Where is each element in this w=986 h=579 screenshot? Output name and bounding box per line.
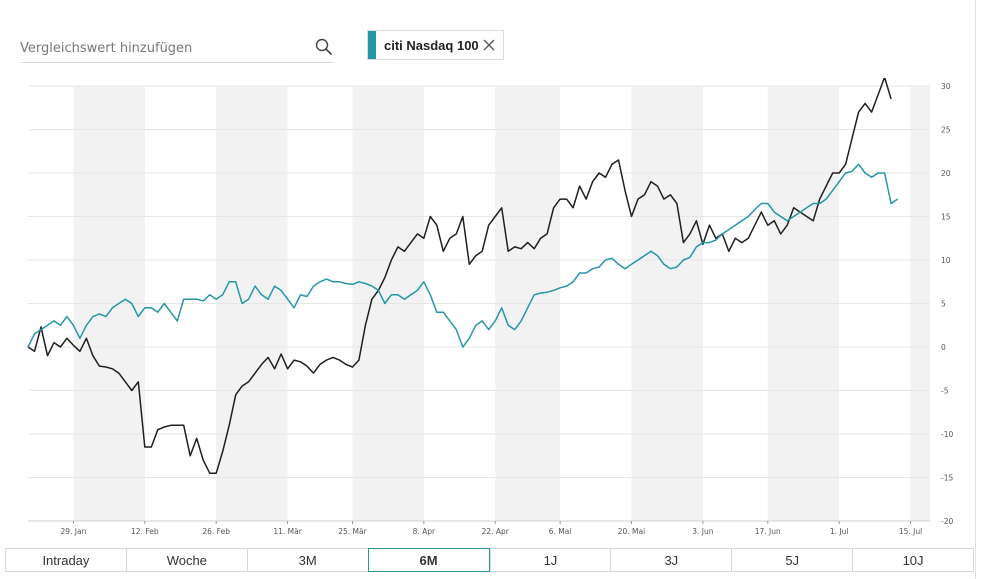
x-tick-label: 6. Mai — [549, 527, 572, 536]
y-tick-label: -15 — [941, 474, 953, 483]
chart-grid — [28, 85, 930, 522]
search-icon[interactable] — [314, 37, 334, 57]
instrument-chip: citi Nasdaq 100 — [367, 30, 504, 60]
x-tick-label: 26. Feb — [202, 527, 230, 536]
compare-search-input[interactable] — [20, 34, 300, 62]
y-tick-label: 25 — [941, 126, 951, 135]
x-tick-label: 3. Jun — [692, 527, 714, 536]
period-1j[interactable]: 1J — [489, 549, 611, 571]
period-week[interactable]: Woche — [125, 549, 247, 571]
instrument-color-stripe — [368, 31, 376, 59]
chart-lines — [27, 78, 899, 474]
panel-right-border — [975, 0, 976, 579]
y-tick-label: 0 — [941, 343, 946, 352]
close-icon[interactable] — [479, 35, 499, 55]
period-intraday[interactable]: Intraday — [42, 552, 90, 568]
y-tick-label: -5 — [941, 387, 949, 396]
x-tick-label: 11. Mär — [273, 527, 302, 536]
period-3m[interactable]: 3M — [246, 549, 368, 571]
x-tick-label: 8. Apr — [413, 527, 436, 536]
x-tick-label: 15. Jul — [899, 527, 922, 536]
x-tick-label: 20. Mai — [618, 527, 645, 536]
x-tick-label: 25. Mär — [338, 527, 367, 536]
x-tick-label: 12. Feb — [131, 527, 159, 536]
x-tick-label: 1. Jul — [830, 527, 849, 536]
series-line-black — [27, 78, 892, 474]
y-tick-label: 30 — [941, 82, 951, 91]
y-tick-label: -10 — [941, 430, 953, 439]
x-tick-label: 22. Apr — [482, 527, 510, 536]
period-3j[interactable]: 3J — [610, 549, 731, 571]
instrument-chip-label: citi Nasdaq 100 — [384, 38, 479, 53]
compare-search — [20, 34, 334, 63]
y-tick-label: 5 — [941, 300, 946, 309]
series-line-teal — [27, 163, 899, 348]
chart-y-labels: 30 25 20 15 10 5 0 -5 -10 -15 -20 — [941, 82, 953, 526]
period-10j[interactable]: 10J — [852, 549, 973, 571]
period-6m[interactable]: 6M — [367, 548, 490, 572]
performance-chart: 30 25 20 15 10 5 0 -5 -10 -15 -20 29. Jan 12. Feb 26… — [27, 78, 953, 536]
period-5j[interactable]: 5J — [731, 549, 852, 571]
y-tick-label: 20 — [941, 169, 951, 178]
x-tick-label: 17. Jun — [755, 527, 781, 536]
chart-x-labels: 29. Jan 12. Feb 26. Feb 11. Mär 25. Mär 8. Ap… — [60, 521, 922, 536]
y-tick-label: 10 — [941, 256, 951, 265]
y-tick-label: -20 — [941, 517, 953, 526]
period-selector: Intraday Woche 3M 6M 1J 3J 5J 10J — [5, 548, 974, 572]
y-tick-label: 15 — [941, 213, 951, 222]
x-tick-label: 29. Jan — [60, 527, 86, 536]
